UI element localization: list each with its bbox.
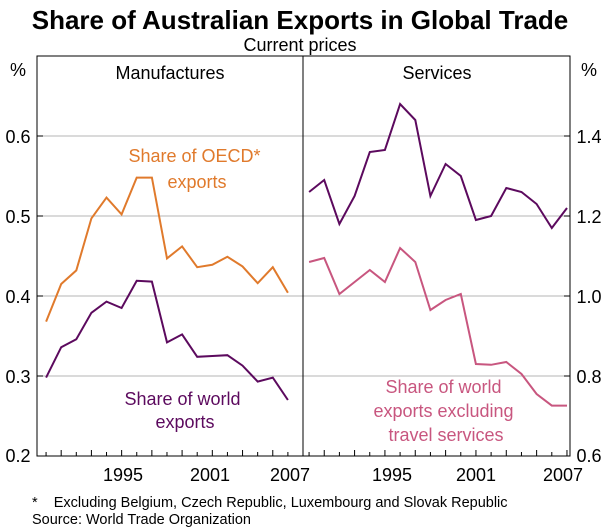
world-manufactures-label-line: exports	[155, 412, 214, 432]
panel-title-manufactures: Manufactures	[115, 63, 224, 83]
left-unit-label: %	[10, 60, 26, 80]
excl-travel-series-label: Share of world exports excluding travel …	[373, 377, 518, 445]
x-tick-label: 2007	[543, 465, 583, 485]
x-tick-label: 2007	[270, 465, 310, 485]
left-tick-label: 0.3	[5, 367, 30, 387]
oecd-label-line: Share of OECD*	[128, 146, 260, 166]
chart-title: Share of Australian Exports in Global Tr…	[32, 5, 569, 35]
series-line-services-share-of-world-exports	[308, 102, 568, 230]
right-tick-label: 0.8	[576, 367, 601, 387]
left-tick-label: 0.6	[5, 127, 30, 147]
left-tick-label: 0.4	[5, 287, 30, 307]
x-tick-label: 2001	[456, 465, 496, 485]
left-tick-label: 0.2	[5, 446, 30, 466]
series-lines	[45, 102, 568, 407]
series-line-manufactures-share-of-oecd-exports	[45, 176, 289, 322]
oecd-series-label: Share of OECD* exports	[128, 146, 265, 192]
right-tick-label: 1.0	[576, 287, 601, 307]
series-line-services-share-of-world-exports-excluding-travel-services	[308, 246, 567, 407]
series-line-manufactures-share-of-world-exports	[45, 279, 289, 401]
right-tick-label: 0.6	[576, 446, 601, 466]
world-manufactures-series-label: Share of world exports	[124, 389, 245, 432]
footnote-source: Source: World Trade Organization	[32, 512, 251, 528]
right-tick-label: 1.2	[576, 207, 601, 227]
x-tick-label: 2001	[190, 465, 230, 485]
excl-travel-label-line: travel services	[388, 425, 503, 445]
left-tick-label: 0.5	[5, 207, 30, 227]
world-manufactures-label-line: Share of world	[124, 389, 240, 409]
chart-subtitle: Current prices	[243, 35, 356, 55]
right-tick-label: 1.4	[576, 127, 601, 147]
x-tick-label: 1995	[103, 465, 143, 485]
panel-title-services: Services	[402, 63, 471, 83]
tick-marks	[37, 135, 570, 457]
excl-travel-label-line: Share of world	[385, 377, 501, 397]
footnote-exclusions: * Excluding Belgium, Czech Republic, Lux…	[32, 495, 508, 511]
x-tick-label: 1995	[372, 465, 412, 485]
right-unit-label: %	[581, 60, 597, 80]
excl-travel-label-line: exports excluding	[373, 401, 513, 421]
oecd-label-line: exports	[167, 172, 226, 192]
